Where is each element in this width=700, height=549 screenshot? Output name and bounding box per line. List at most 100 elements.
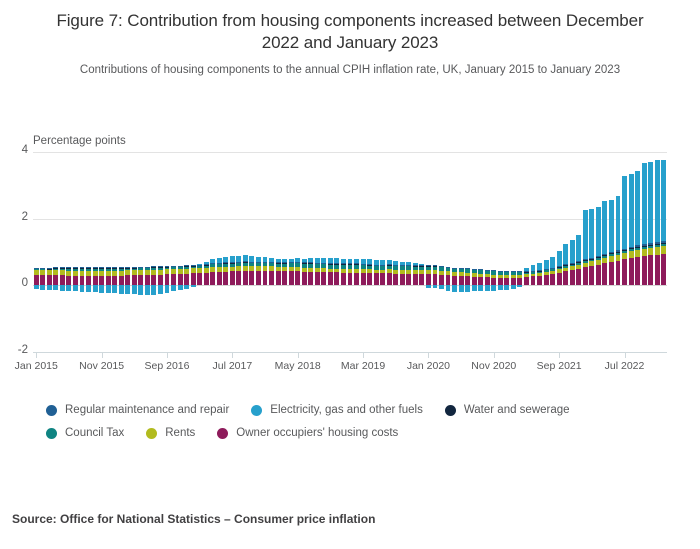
bar-column[interactable] — [203, 152, 209, 352]
bar-column[interactable] — [164, 152, 170, 352]
bar-column[interactable] — [484, 152, 490, 352]
bar-column[interactable] — [354, 152, 359, 352]
legend-item[interactable]: Owner occupiers' housing costs — [217, 427, 398, 439]
bar-column[interactable] — [229, 152, 235, 352]
bar-column[interactable] — [314, 152, 320, 352]
bar-column[interactable] — [92, 152, 98, 352]
bar-column[interactable] — [66, 152, 72, 352]
bar-column[interactable] — [197, 152, 203, 352]
legend-item[interactable]: Electricity, gas and other fuels — [251, 404, 423, 416]
bar-column[interactable] — [144, 152, 150, 352]
bar-column[interactable] — [327, 152, 333, 352]
bar-column[interactable] — [471, 152, 477, 352]
bar-column[interactable] — [282, 152, 288, 352]
bar-column[interactable] — [556, 152, 562, 352]
bar-column[interactable] — [216, 152, 222, 352]
bar-column[interactable] — [419, 152, 425, 352]
legend-item[interactable]: Council Tax — [46, 427, 124, 439]
bar-column[interactable] — [190, 152, 196, 352]
bar-column[interactable] — [125, 152, 131, 352]
bar-column[interactable] — [563, 152, 569, 352]
bar-column[interactable] — [105, 152, 111, 352]
bar-column[interactable] — [425, 152, 431, 352]
bar-column[interactable] — [360, 152, 366, 352]
bar-column[interactable] — [99, 152, 105, 352]
bar-column[interactable] — [223, 152, 229, 352]
bar-column[interactable] — [491, 152, 497, 352]
bar-column[interactable] — [615, 152, 621, 352]
bar-column[interactable] — [648, 152, 654, 352]
bar-column[interactable] — [399, 152, 405, 352]
bar-column[interactable] — [641, 152, 647, 352]
bar-column[interactable] — [373, 152, 379, 352]
bar-column[interactable] — [171, 152, 176, 352]
bar-column[interactable] — [112, 152, 118, 352]
bar-column[interactable] — [79, 152, 85, 352]
bar-column[interactable] — [46, 152, 52, 352]
bar-column[interactable] — [177, 152, 183, 352]
bar-column[interactable] — [602, 152, 608, 352]
bar-column[interactable] — [439, 152, 444, 352]
bar-column[interactable] — [118, 152, 124, 352]
bar-column[interactable] — [517, 152, 523, 352]
bar-column[interactable] — [406, 152, 412, 352]
bar-column[interactable] — [73, 152, 78, 352]
bar-column[interactable] — [256, 152, 261, 352]
bar-column[interactable] — [432, 152, 438, 352]
bar-column[interactable] — [576, 152, 582, 352]
bar-column[interactable] — [622, 152, 627, 352]
legend-item[interactable]: Regular maintenance and repair — [46, 404, 229, 416]
bar-column[interactable] — [308, 152, 314, 352]
bar-column[interactable] — [504, 152, 510, 352]
bar-column[interactable] — [157, 152, 163, 352]
bar-column[interactable] — [543, 152, 549, 352]
bar-column[interactable] — [412, 152, 418, 352]
bar-column[interactable] — [86, 152, 91, 352]
bar-column[interactable] — [321, 152, 327, 352]
bar-column[interactable] — [334, 152, 340, 352]
bar-column[interactable] — [151, 152, 157, 352]
bar-column[interactable] — [262, 152, 268, 352]
bar-column[interactable] — [380, 152, 386, 352]
bar-column[interactable] — [59, 152, 65, 352]
bar-column[interactable] — [295, 152, 301, 352]
bar-column[interactable] — [393, 152, 399, 352]
bar-column[interactable] — [138, 152, 144, 352]
bar-column[interactable] — [288, 152, 294, 352]
bar-column[interactable] — [589, 152, 595, 352]
bar-column[interactable] — [569, 152, 575, 352]
bar-column[interactable] — [595, 152, 601, 352]
bar-column[interactable] — [524, 152, 529, 352]
bar-column[interactable] — [537, 152, 542, 352]
bar-column[interactable] — [33, 152, 39, 352]
bar-column[interactable] — [465, 152, 471, 352]
bar-column[interactable] — [445, 152, 451, 352]
bar-column[interactable] — [628, 152, 634, 352]
bar-column[interactable] — [386, 152, 392, 352]
bar-column[interactable] — [131, 152, 137, 352]
bar-column[interactable] — [301, 152, 307, 352]
bar-column[interactable] — [654, 152, 660, 352]
bar-column[interactable] — [275, 152, 281, 352]
bar-column[interactable] — [347, 152, 353, 352]
bar-column[interactable] — [53, 152, 59, 352]
bar-column[interactable] — [249, 152, 255, 352]
bar-column[interactable] — [661, 152, 667, 352]
bar-column[interactable] — [452, 152, 458, 352]
bar-column[interactable] — [530, 152, 536, 352]
legend-item[interactable]: Water and sewerage — [444, 404, 570, 416]
bar-column[interactable] — [608, 152, 614, 352]
bar-column[interactable] — [40, 152, 46, 352]
bar-column[interactable] — [242, 152, 248, 352]
bar-column[interactable] — [478, 152, 484, 352]
bar-column[interactable] — [236, 152, 242, 352]
legend-item[interactable]: Rents — [146, 427, 195, 439]
bar-column[interactable] — [550, 152, 556, 352]
bar-column[interactable] — [210, 152, 216, 352]
bar-column[interactable] — [184, 152, 190, 352]
bar-column[interactable] — [635, 152, 641, 352]
bar-column[interactable] — [367, 152, 373, 352]
bar-column[interactable] — [340, 152, 346, 352]
bar-column[interactable] — [582, 152, 588, 352]
bar-column[interactable] — [269, 152, 275, 352]
